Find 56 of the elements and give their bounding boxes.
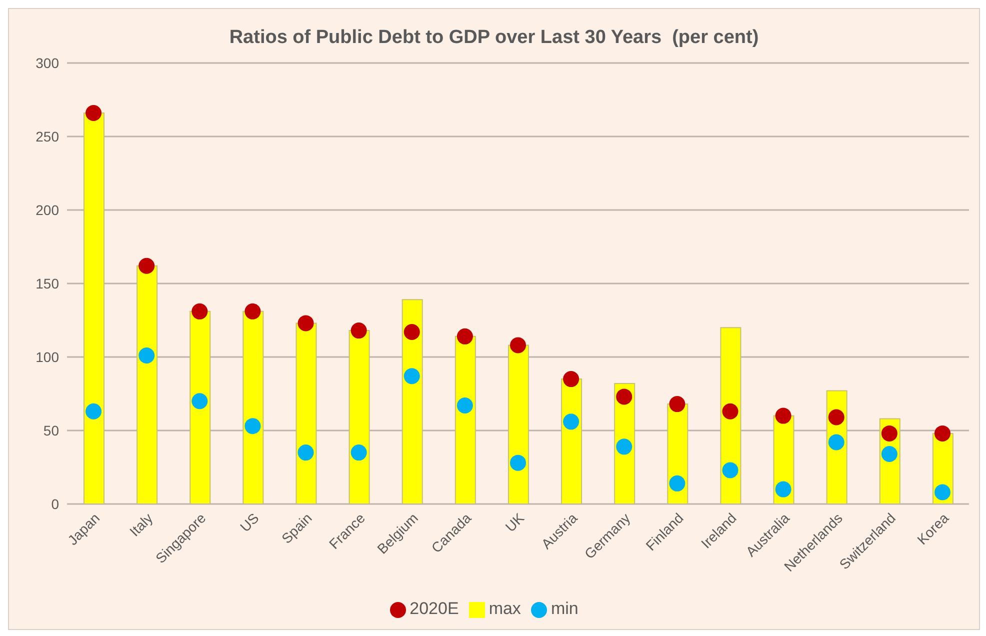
point [86,403,102,420]
point [298,444,314,461]
point [510,454,526,471]
y-tick-label: 200 [36,202,60,218]
point [881,425,898,442]
point [456,398,473,414]
point [934,425,950,442]
point [563,414,580,430]
point [669,396,686,412]
bar [348,330,370,504]
point [563,371,580,388]
point [86,104,102,121]
point [404,324,420,340]
point [192,393,208,410]
legend-label: 2020E [410,599,459,618]
point [881,446,898,462]
x-tick-label: Italy [126,510,156,540]
x-tick-label: UK [502,509,528,535]
point [244,303,261,320]
bar [296,322,317,504]
bar [84,112,104,504]
point [456,328,473,344]
point [350,322,367,339]
chart-title: Ratios of Public Debt to GDP over Last 30 Years (per cent) [229,27,759,48]
point [828,434,844,450]
point [775,408,792,424]
point [722,462,738,478]
point [350,444,367,461]
legend-label: min [550,599,578,618]
point [616,388,632,405]
point [722,403,738,420]
point [138,348,155,364]
y-tick-label: 50 [43,422,60,438]
bar [454,336,476,504]
bar [508,344,529,504]
point [616,438,632,455]
point [828,409,844,426]
y-tick-label: 150 [36,275,60,292]
point [404,368,420,384]
bar [190,310,211,504]
point [244,418,261,434]
y-tick-label: 300 [36,54,60,71]
bar [136,265,158,504]
point [775,481,792,498]
point [138,258,155,274]
y-tick-label: 250 [36,128,60,144]
point [298,315,314,332]
point [934,484,950,500]
y-tick-label: 100 [36,348,60,365]
bar [242,310,264,504]
y-tick-label: 0 [51,496,60,512]
point [510,337,526,354]
x-tick-label: US [236,510,262,535]
point [669,475,686,492]
legend-label: max [488,599,521,618]
point [192,303,208,320]
